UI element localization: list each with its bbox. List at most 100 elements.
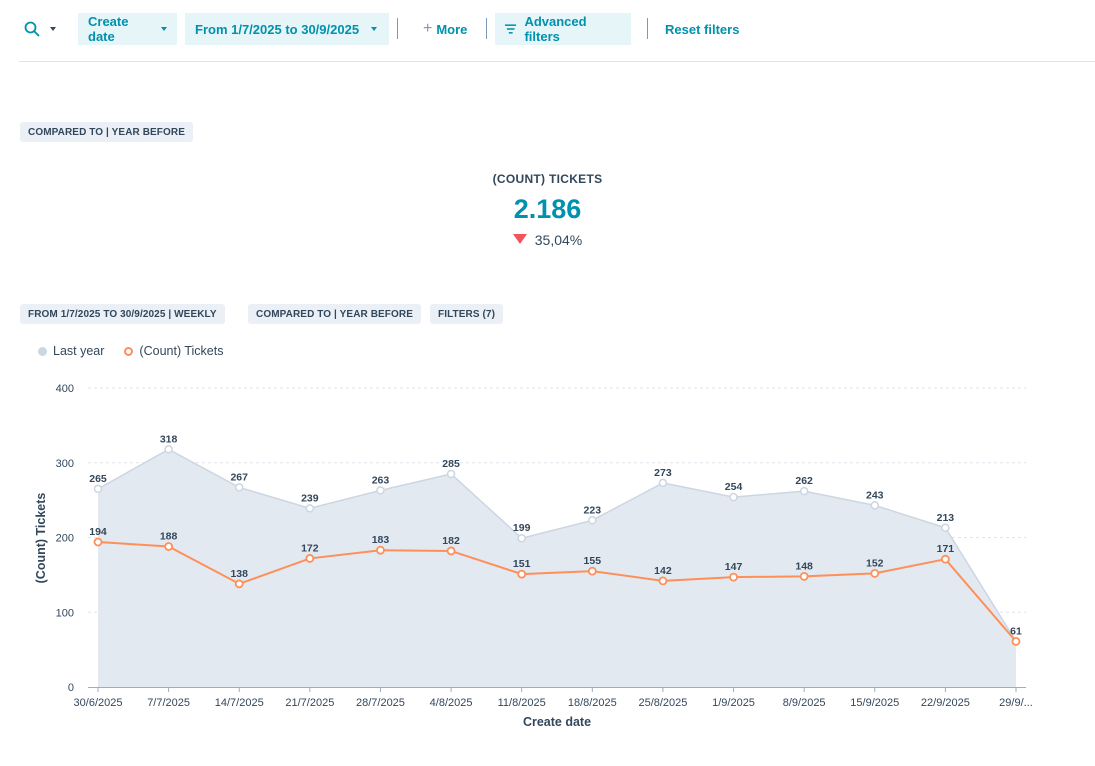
- data-label-count-tickets: 138: [230, 568, 248, 580]
- reset-filters-label: Reset filters: [665, 21, 740, 37]
- data-label-count-tickets: 182: [442, 535, 460, 547]
- last-year-point: [870, 501, 880, 510]
- data-label-last-year: 263: [372, 474, 390, 486]
- last-year-point: [588, 516, 597, 525]
- legend-item-last-year[interactable]: Last year: [38, 344, 104, 358]
- decrease-arrow-icon: [512, 234, 527, 245]
- x-tick-label: 18/8/2025: [568, 697, 617, 709]
- x-tick-label: 4/8/2025: [430, 697, 473, 709]
- data-label-last-year: 223: [584, 504, 602, 516]
- x-axis-title: Create date: [523, 715, 591, 729]
- count-tickets-point: [658, 576, 668, 586]
- last-year-point: [164, 445, 173, 454]
- create-date-label: Create date: [88, 14, 129, 44]
- x-tick-label: 8/9/2025: [783, 697, 826, 709]
- count-tickets-point: [517, 569, 527, 579]
- data-label-last-year: 318: [160, 433, 178, 445]
- data-label-last-year: 265: [89, 473, 107, 485]
- toolbar-divider: [647, 18, 648, 39]
- count-tickets-point: [93, 537, 103, 547]
- x-tick-label: 29/9/...: [999, 697, 1033, 709]
- count-tickets-point: [587, 566, 597, 576]
- data-label-count-tickets: 194: [89, 526, 107, 538]
- legend-label: (Count) Tickets: [139, 344, 224, 358]
- x-tick-label: 21/7/2025: [285, 697, 334, 709]
- kpi-change-value: 35,04%: [534, 232, 583, 248]
- filter-icon: [505, 24, 517, 34]
- data-label-last-year: 213: [937, 512, 955, 524]
- advanced-filters-label: Advanced filters: [524, 14, 587, 44]
- chart-legend: Last year (Count) Tickets: [38, 344, 243, 358]
- last-year-point: [941, 523, 950, 533]
- count-tickets-point: [799, 571, 809, 581]
- more-button[interactable]: + More: [423, 13, 467, 45]
- count-tickets-point: [1011, 637, 1021, 646]
- search-icon: [24, 21, 40, 37]
- y-tick-label: 300: [56, 458, 74, 470]
- last-year-point: [305, 504, 315, 513]
- y-tick-label: 400: [56, 383, 74, 395]
- advanced-filters-button[interactable]: Advanced filters: [495, 13, 631, 45]
- area-last-year-outline: [97, 448, 1017, 642]
- date-range-label: From 1/7/2025 to 30/9/2025: [195, 21, 360, 37]
- kpi-compared-tag[interactable]: COMPARED TO | YEAR BEFORE: [20, 122, 193, 142]
- data-label-count-tickets: 152: [866, 557, 884, 569]
- kpi-change: 35,04%: [0, 232, 1095, 248]
- plus-icon: +: [423, 20, 433, 37]
- y-tick-label: 200: [56, 533, 74, 545]
- last-year-point: [799, 486, 809, 496]
- chart-range-tag[interactable]: FROM 1/7/2025 TO 30/9/2025 | WEEKLY: [20, 304, 225, 324]
- data-label-last-year: 254: [725, 481, 743, 493]
- last-year-point: [376, 486, 385, 495]
- chart-filters-tag[interactable]: FILTERS (7): [430, 304, 504, 324]
- toolbar-divider-line: [19, 61, 1095, 62]
- kpi-title: (COUNT) TICKETS: [492, 172, 603, 186]
- more-label: More: [436, 21, 468, 37]
- chevron-down-icon: [161, 27, 167, 31]
- data-label-last-year: 262: [795, 475, 813, 487]
- y-axis-title: (Count) Tickets: [34, 493, 48, 584]
- create-date-dropdown[interactable]: Create date: [78, 13, 177, 45]
- chart-compared-tag[interactable]: COMPARED TO | YEAR BEFORE: [248, 304, 421, 324]
- y-tick-label: 100: [56, 607, 74, 619]
- search-button[interactable]: [24, 13, 56, 45]
- x-tick-label: 15/9/2025: [850, 697, 899, 709]
- count-tickets-point: [940, 554, 950, 564]
- data-label-count-tickets: 61: [1010, 625, 1022, 637]
- last-year-point: [658, 478, 668, 488]
- x-tick-label: 11/8/2025: [498, 697, 546, 709]
- count-tickets-point: [376, 545, 385, 555]
- date-range-dropdown[interactable]: From 1/7/2025 to 30/9/2025: [185, 13, 389, 45]
- reset-filters-button[interactable]: Reset filters: [665, 13, 739, 45]
- y-tick-label: 0: [68, 682, 74, 694]
- x-tick-label: 25/8/2025: [638, 697, 687, 709]
- last-year-point: [517, 533, 526, 543]
- legend-label: Last year: [53, 344, 105, 358]
- x-tick-label: 28/7/2025: [356, 697, 405, 709]
- last-year-point: [234, 483, 244, 492]
- filter-toolbar: Create date From 1/7/2025 to 30/9/2025 +…: [0, 0, 1095, 62]
- data-label-count-tickets: 142: [654, 565, 672, 577]
- data-label-count-tickets: 147: [725, 561, 743, 573]
- chevron-down-icon: [50, 27, 56, 31]
- data-label-count-tickets: 171: [937, 543, 955, 555]
- x-tick-label: 14/7/2025: [215, 697, 264, 709]
- data-label-count-tickets: 188: [160, 530, 178, 542]
- count-tickets-point: [305, 554, 315, 563]
- line-count-tickets: [97, 540, 1017, 643]
- data-label-last-year: 243: [866, 489, 884, 501]
- x-tick-label: 7/7/2025: [147, 697, 190, 709]
- last-year-point: [729, 492, 738, 502]
- data-label-last-year: 273: [654, 467, 672, 479]
- x-tick-label: 1/9/2025: [712, 697, 755, 709]
- data-label-last-year: 285: [442, 458, 460, 470]
- count-tickets-point: [234, 579, 244, 589]
- chevron-down-icon: [371, 27, 378, 31]
- data-label-count-tickets: 172: [301, 542, 319, 554]
- data-label-count-tickets: 183: [372, 534, 390, 546]
- legend-item-count-tickets[interactable]: (Count) Tickets: [124, 344, 223, 358]
- area-last-year: [98, 449, 1016, 687]
- count-tickets-point: [164, 542, 174, 551]
- x-tick-label: 30/6/2025: [74, 697, 123, 709]
